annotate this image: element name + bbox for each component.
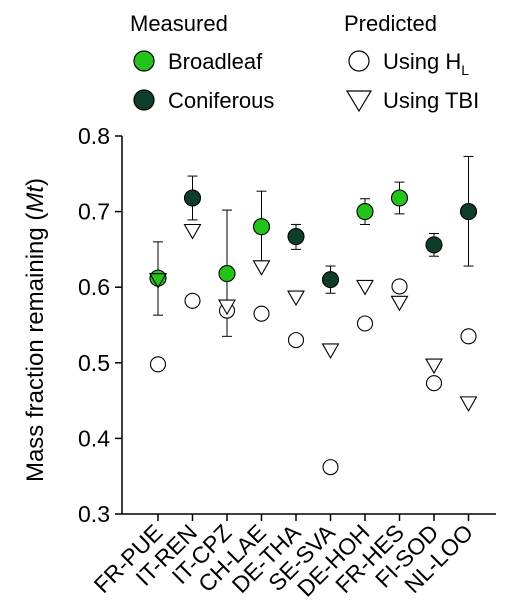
predicted-tbi-point-de-tha (287, 290, 305, 307)
measured-series (149, 189, 478, 289)
legend-measured-title: Measured (130, 11, 228, 36)
legend-coniferous-label: Coniferous (168, 88, 274, 113)
measured-point-fi-sod (425, 236, 443, 254)
measured-point-se-sva (321, 271, 340, 289)
y-tick-label: 0.5 (78, 350, 110, 376)
y-ticks: 0.3 0.4 0.5 0.6 0.7 0.8 (78, 123, 122, 527)
measured-point-de-tha (287, 227, 305, 246)
predicted-tbi-point-de-hoh (356, 279, 374, 296)
measured-point-nl-loo (459, 203, 478, 221)
predicted-hl-point-nl-loo (460, 328, 477, 345)
legend-using-hl-marker (348, 50, 370, 72)
legend-broadleaf-label: Broadleaf (168, 49, 263, 74)
legend-predicted-title: Predicted (344, 11, 437, 36)
predicted-hl-point-ch-lae (253, 305, 270, 322)
predicted-hl-point-de-tha (287, 332, 305, 349)
predicted-hl-point-fr-pue (149, 356, 167, 373)
legend-coniferous-marker (133, 89, 155, 111)
axes (121, 136, 496, 515)
measured-point-fr-hes (390, 189, 409, 207)
predicted-tbi-point-it-ren (183, 223, 202, 240)
predicted-tbi-point-fi-sod (425, 358, 443, 375)
predicted-hl-point-fi-sod (425, 375, 443, 392)
y-tick-label: 0.6 (78, 274, 110, 300)
legend-using-hl-label: Using HL (383, 49, 469, 78)
predicted-hl-point-se-sva (322, 459, 339, 476)
measured-point-it-ren (183, 189, 202, 207)
legend-using-tbi-marker (345, 90, 373, 113)
predicted-hl-series (149, 278, 477, 476)
predicted-tbi-point-nl-loo (459, 396, 478, 412)
predicted-tbi-point-se-sva (321, 343, 340, 360)
predicted-hl-point-de-hoh (356, 315, 374, 332)
legend-using-tbi-label: Using TBI (383, 88, 479, 113)
predicted-tbi-overlay-fr-pue (149, 273, 167, 289)
legend: Measured Predicted Broadleaf Coniferous … (130, 11, 479, 113)
legend-using-hl-subscript: L (461, 62, 469, 78)
y-tick-label: 0.8 (78, 123, 110, 149)
predicted-tbi-point-fr-hes (390, 295, 409, 312)
x-ticks: FR-PUEIT-RENIT-CPZCH-LAEDE-THASE-SVADE-H… (89, 514, 478, 602)
y-tick-label: 0.7 (78, 199, 110, 225)
measured-point-de-hoh (356, 203, 374, 221)
measured-point-it-cpz (218, 265, 236, 283)
predicted-tbi-series (149, 223, 478, 412)
predicted-hl-point-fr-hes (391, 278, 408, 295)
y-tick-label: 0.4 (78, 425, 110, 451)
predicted-hl-point-it-ren (184, 292, 201, 309)
legend-broadleaf-marker (133, 50, 155, 72)
y-axis-label: Mass fraction remaining (Mt) (22, 178, 49, 482)
predicted-tbi-point-it-cpz (218, 299, 236, 316)
y-tick-label: 0.3 (78, 501, 110, 527)
predicted-tbi-point-ch-lae (252, 260, 271, 276)
error-bars (153, 155, 474, 337)
measured-point-ch-lae (252, 218, 271, 236)
